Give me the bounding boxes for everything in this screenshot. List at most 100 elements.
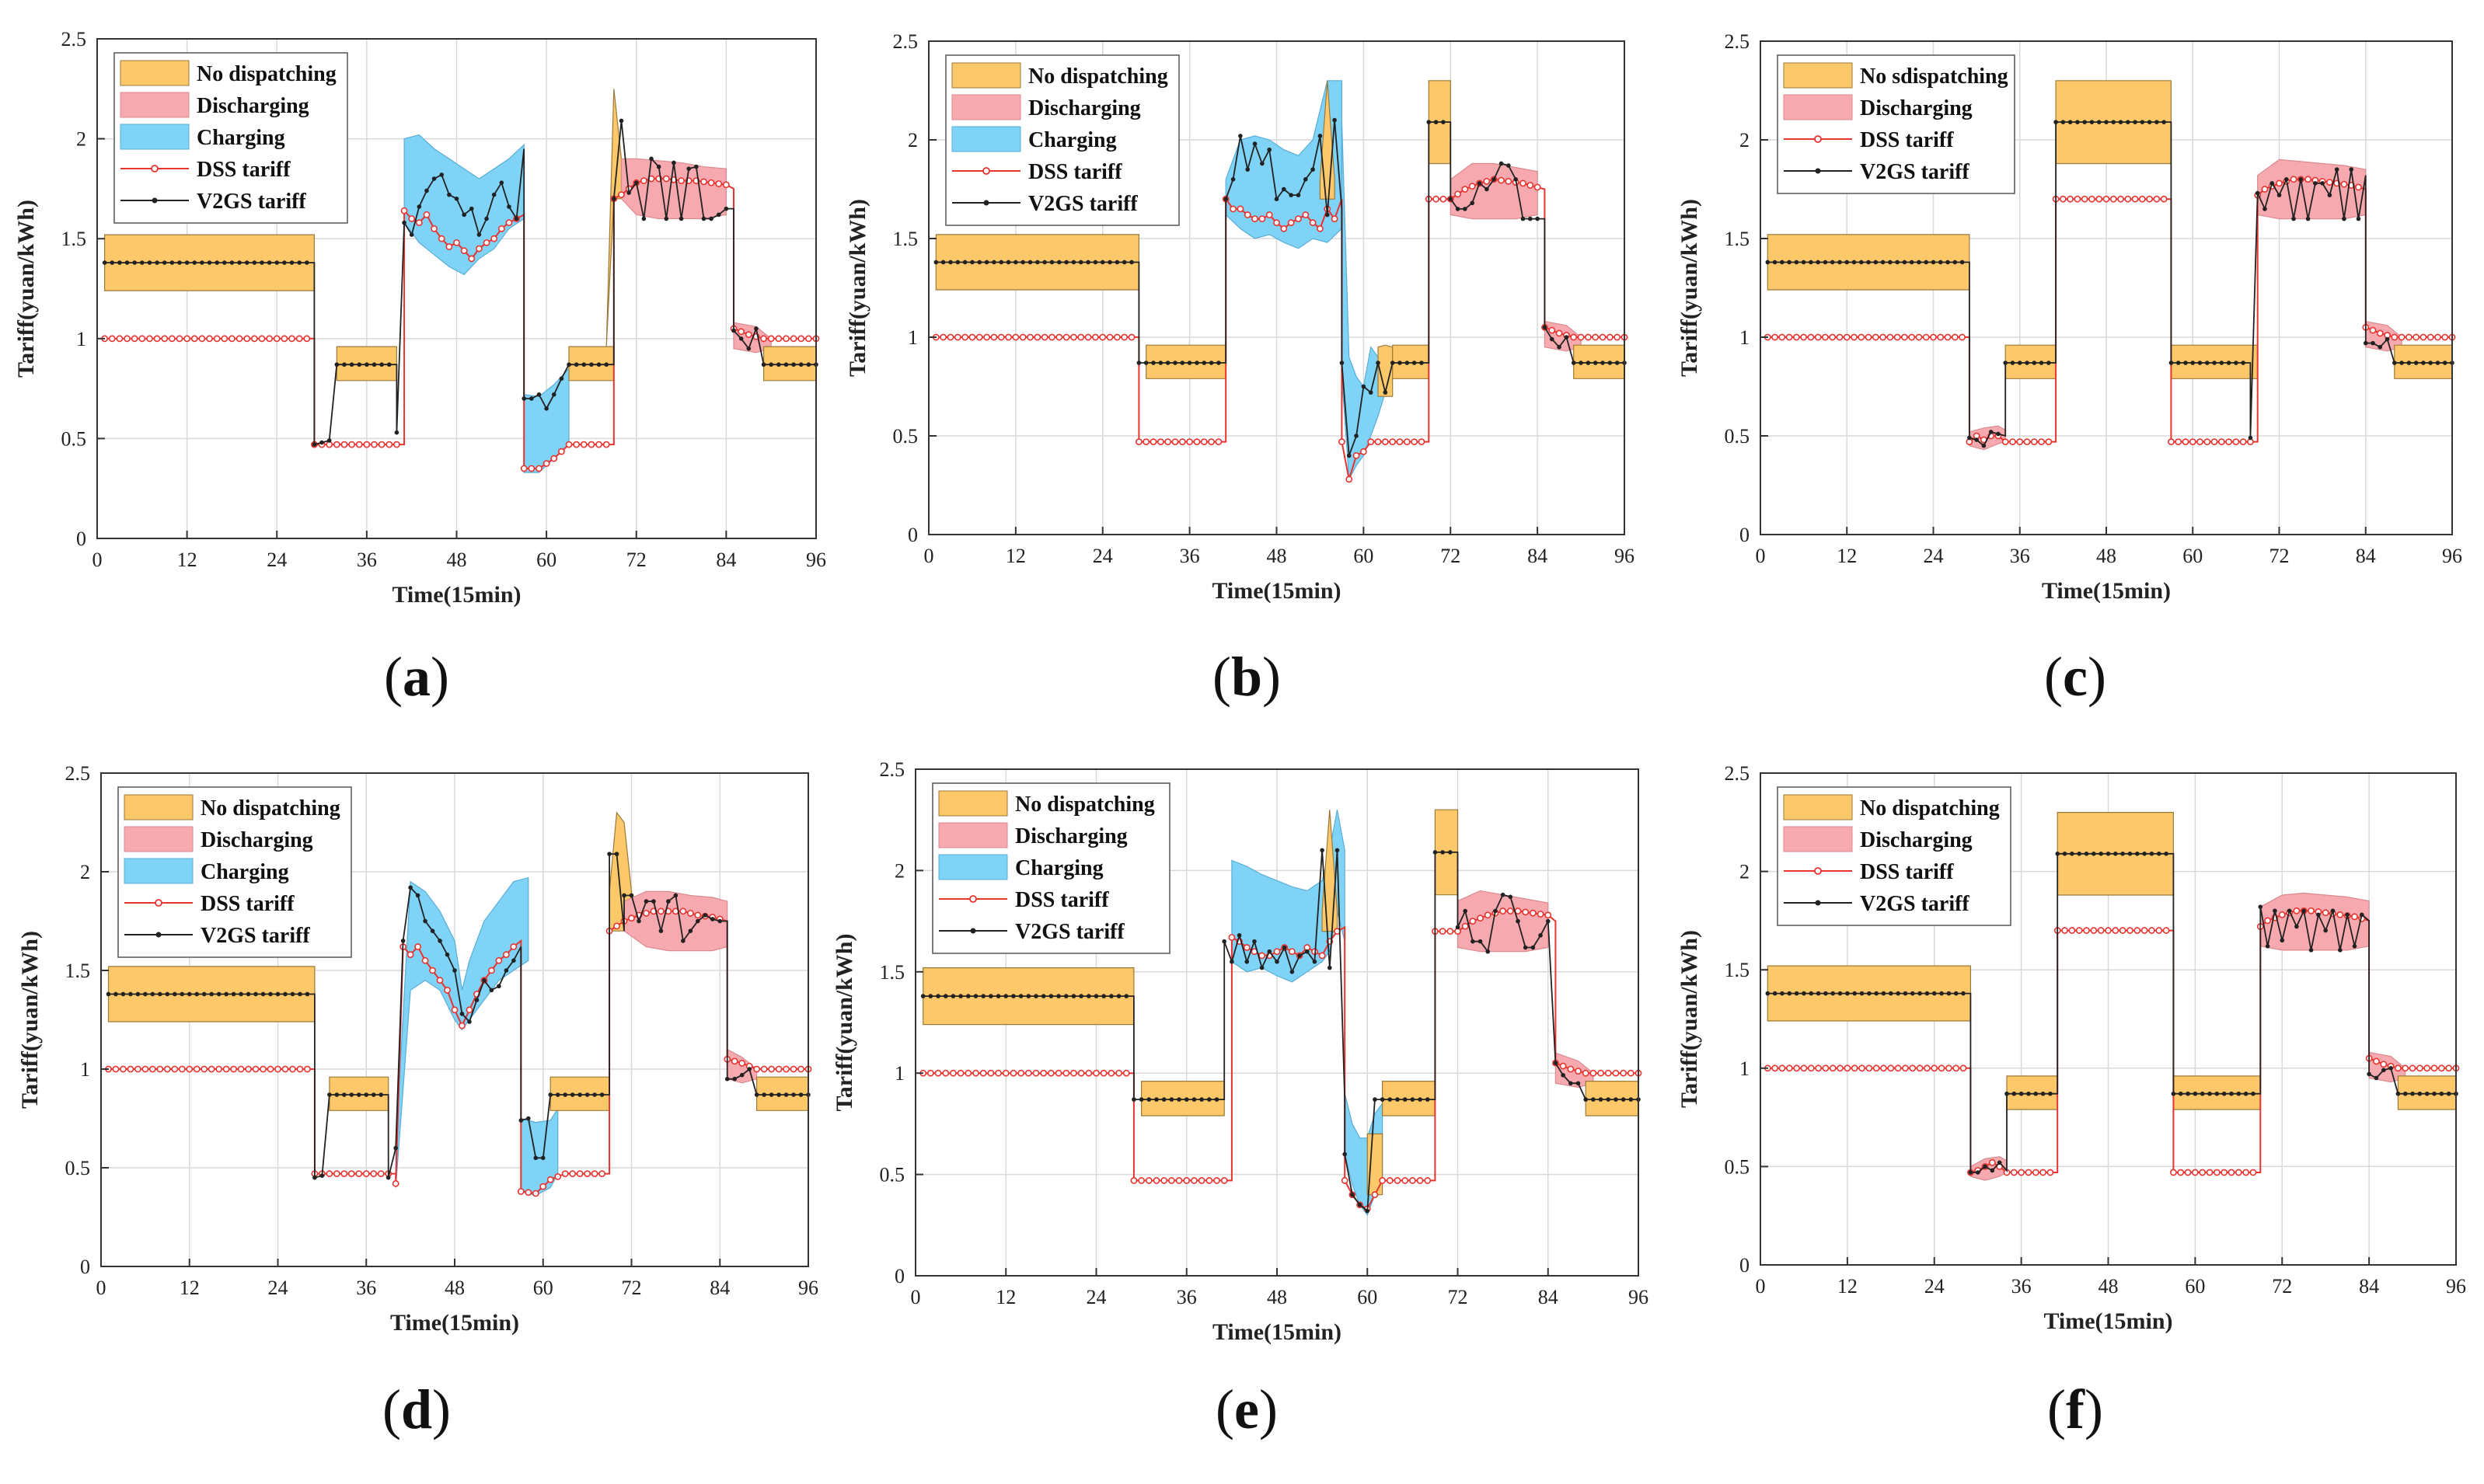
dss-tariff-point xyxy=(295,335,303,343)
v2gs-tariff-point xyxy=(1214,1097,1219,1102)
dss-tariff-point xyxy=(2095,195,2103,203)
dss-tariff-point xyxy=(201,1065,208,1073)
panel-label: (e) xyxy=(1216,1378,1278,1440)
v2gs-tariff-point xyxy=(1387,1097,1393,1102)
v2gs-tariff-point xyxy=(1513,177,1518,182)
dss-tariff-point xyxy=(171,1065,179,1073)
v2gs-tariff-point xyxy=(1528,216,1533,221)
dss-tariff-point xyxy=(1153,1177,1160,1184)
v2gs-tariff-point xyxy=(2410,1091,2415,1096)
dss-tariff-point xyxy=(1019,333,1027,341)
v2gs-tariff-point xyxy=(2207,1091,2212,1096)
dss-tariff-point xyxy=(1872,333,1879,341)
dss-tariff-point xyxy=(260,1065,267,1073)
dss-tariff-point xyxy=(1484,911,1491,919)
v2gs-tariff-point xyxy=(365,362,369,368)
dss-tariff-point xyxy=(1505,177,1512,185)
dss-tariff-point xyxy=(804,335,812,343)
v2gs-tariff-point xyxy=(1440,850,1445,855)
v2gs-tariff-point xyxy=(1397,361,1402,365)
v2gs-tariff-point xyxy=(1946,991,1952,996)
dss-tariff-point xyxy=(1901,333,1908,341)
x-axis-label: Time(15min) xyxy=(2042,578,2171,604)
dss-tariff-point xyxy=(678,177,685,185)
dss-tariff-point xyxy=(274,1065,281,1073)
dss-tariff-point xyxy=(1228,934,1236,941)
v2gs-tariff-point xyxy=(1880,260,1886,265)
v2gs-tariff-point xyxy=(402,220,406,225)
dss-tariff-point xyxy=(525,1189,532,1197)
x-tick-label: 84 xyxy=(2356,545,2376,567)
dss-tariff-point xyxy=(2168,438,2175,446)
v2gs-tariff-point xyxy=(1191,1097,1197,1102)
v2gs-tariff-point xyxy=(962,260,968,265)
dss-tariff-point xyxy=(569,1170,577,1178)
dss-tariff-point xyxy=(1171,438,1179,446)
v2gs-tariff-point xyxy=(497,984,501,989)
v2gs-tariff-point xyxy=(599,1092,605,1097)
dss-tariff-point xyxy=(1567,1065,1575,1073)
dss-tariff-point xyxy=(1143,438,1150,446)
v2gs-tariff-point xyxy=(260,991,266,997)
v2gs-tariff-point xyxy=(622,893,626,898)
v2gs-tariff-point xyxy=(2388,1066,2393,1071)
v2gs-tariff-point xyxy=(1917,991,1922,996)
v2gs-tariff-point xyxy=(1924,260,1929,265)
dss-tariff-point xyxy=(258,335,266,343)
dss-tariff-point xyxy=(1230,205,1237,213)
dss-tariff-point xyxy=(1606,333,1614,341)
x-tick-label: 72 xyxy=(1448,1286,1468,1308)
dss-tariff-point xyxy=(326,1170,333,1178)
v2gs-tariff-point xyxy=(1223,197,1229,201)
dss-tariff-point xyxy=(2276,179,2283,187)
dss-tariff-point xyxy=(1389,438,1397,446)
v2gs-tariff-point xyxy=(2381,1068,2386,1073)
dss-tariff-point xyxy=(2373,1057,2380,1065)
dss-tariff-point xyxy=(1100,1069,1108,1077)
v2gs-tariff-point xyxy=(2214,1091,2220,1096)
v2gs-tariff-point xyxy=(2248,435,2253,441)
dss-tariff-point xyxy=(1411,438,1418,446)
dss-tariff-point xyxy=(965,1069,972,1077)
v2gs-tariff-point xyxy=(955,260,961,265)
v2gs-tariff-point xyxy=(2134,852,2140,856)
dss-tariff-point xyxy=(775,1065,783,1073)
v2gs-tariff-point xyxy=(1903,991,1908,996)
v2gs-tariff-point xyxy=(1830,991,1836,996)
dss-tariff-point xyxy=(371,441,378,448)
panel-label: (c) xyxy=(2044,646,2106,708)
dss-tariff-point xyxy=(2153,195,2161,203)
v2gs-tariff-point xyxy=(769,362,773,368)
chart-panel-f: 0 12 24 36 48 60 72 84 96 0 0.5 1 1.5 2 2.5 Time(15min)… xyxy=(1676,762,2466,1440)
legend-label: V2GS tariff xyxy=(197,190,306,214)
v2gs-tariff-point xyxy=(1317,134,1323,138)
dss-tariff-point xyxy=(393,441,400,448)
y-tick-label: 1 xyxy=(80,1058,90,1081)
v2gs-tariff-point xyxy=(1549,336,1554,342)
dss-tariff-point xyxy=(340,441,348,448)
v2gs-tariff-point xyxy=(2273,908,2277,914)
v2gs-tariff-point xyxy=(1816,991,1821,996)
legend-label: No dispatching xyxy=(1028,64,1168,89)
y-tick-label: 2 xyxy=(76,128,86,151)
dss-tariff-point xyxy=(243,335,251,343)
v2gs-tariff-point xyxy=(106,991,111,997)
discharging-band xyxy=(1457,890,1549,953)
v2gs-tariff-point xyxy=(1093,260,1098,265)
dss-tariff-point xyxy=(1208,438,1215,446)
no-dispatching-band xyxy=(1146,344,1226,379)
legend-swatch-v2gs-marker xyxy=(970,928,976,934)
v2gs-tariff-point xyxy=(1614,1097,1618,1102)
dss-tariff-point xyxy=(1288,948,1296,956)
dss-tariff-point xyxy=(1483,177,1491,185)
x-tick-label: 72 xyxy=(622,1277,642,1299)
y-tick-label: 1 xyxy=(1739,326,1750,349)
v2gs-tariff-point xyxy=(1968,1170,1973,1175)
v2gs-tariff-point xyxy=(686,166,691,171)
v2gs-tariff-point xyxy=(334,362,340,368)
dss-tariff-point xyxy=(1477,914,1484,922)
v2gs-tariff-point xyxy=(1195,361,1199,365)
v2gs-tariff-point xyxy=(2399,361,2404,365)
v2gs-tariff-point xyxy=(1332,117,1337,123)
x-tick-label: 60 xyxy=(1357,1286,1377,1308)
